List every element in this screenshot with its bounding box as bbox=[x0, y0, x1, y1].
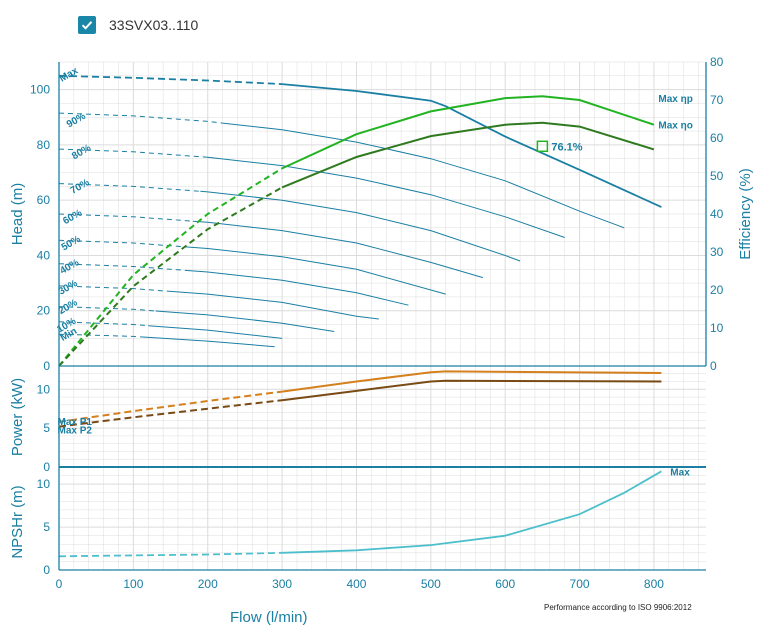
x-tick-label: 0 bbox=[56, 577, 63, 591]
head-curve-70-solid bbox=[200, 190, 521, 262]
speed-curve-label: 40% bbox=[58, 257, 81, 277]
efficiency-tick-label: 50 bbox=[710, 169, 724, 183]
npsh-tick-label: 10 bbox=[37, 477, 51, 491]
head-curve-max-dashed bbox=[58, 74, 283, 85]
x-tick-label: 100 bbox=[123, 577, 143, 591]
x-axis-title: Flow (l/min) bbox=[230, 609, 308, 626]
efficiency-tick-label: 70 bbox=[710, 93, 724, 107]
efficiency-tick-label: 0 bbox=[710, 359, 717, 373]
npsh-curve-solid bbox=[282, 470, 662, 554]
head-curve-10-solid bbox=[148, 325, 283, 339]
duty-point-marker bbox=[536, 140, 549, 153]
efficiency-tick-label: 40 bbox=[710, 207, 724, 221]
head-curve-min-dashed bbox=[58, 333, 141, 338]
head-curve-80-solid bbox=[207, 156, 565, 238]
speed-curve-label: 70% bbox=[69, 177, 92, 197]
x-tick-label: 600 bbox=[495, 577, 515, 591]
npsh-tick-label: 5 bbox=[43, 520, 50, 534]
efficiency-curve-maxp-solid bbox=[281, 95, 655, 170]
head-curve-min-solid bbox=[140, 336, 275, 348]
power-curve-label: Max P1 bbox=[58, 417, 93, 428]
head-tick-label: 20 bbox=[37, 304, 51, 318]
series-label: 33SVX03..110 bbox=[109, 17, 199, 33]
npsh-curve-dashed bbox=[58, 551, 283, 558]
power-curve-p1-dashed bbox=[58, 390, 283, 423]
head-tick-label: 80 bbox=[37, 138, 51, 152]
power-tick-label: 5 bbox=[43, 421, 50, 435]
npsh-tick-label: 0 bbox=[43, 563, 50, 577]
power-curve-p1-solid bbox=[281, 370, 662, 393]
efficiency-curve-maxp-dashed bbox=[58, 167, 283, 367]
head-tick-label: 0 bbox=[43, 359, 50, 373]
efficiency-axis-title: Efficiency (%) bbox=[737, 168, 754, 259]
x-tick-label: 800 bbox=[644, 577, 664, 591]
power-curve-p2-solid bbox=[281, 379, 662, 402]
head-tick-label: 40 bbox=[37, 248, 51, 262]
speed-curve-label: 60% bbox=[61, 208, 84, 228]
x-tick-label: 500 bbox=[421, 577, 441, 591]
head-curve-60-dashed bbox=[58, 213, 193, 222]
head-curve-10-dashed bbox=[58, 321, 149, 327]
efficiency-curve-maxo-dashed bbox=[58, 186, 283, 367]
head-axis-title: Head (m) bbox=[9, 183, 26, 246]
efficiency-curve-label: Max ηo bbox=[658, 121, 692, 132]
head-curve-30-solid bbox=[170, 290, 379, 320]
head-curve-max-solid bbox=[282, 83, 662, 208]
head-curve-40-dashed bbox=[58, 263, 186, 271]
power-tick-label: 10 bbox=[37, 382, 51, 396]
head-curve-60-solid bbox=[192, 220, 484, 279]
head-curve-90-dashed bbox=[58, 112, 223, 124]
head-curve-70-dashed bbox=[58, 183, 201, 192]
series-legend: 33SVX03..110 bbox=[78, 14, 198, 36]
head-curve-30-dashed bbox=[58, 285, 171, 292]
head-tick-label: 100 bbox=[30, 83, 50, 97]
efficiency-tick-label: 80 bbox=[710, 55, 724, 69]
x-tick-label: 400 bbox=[346, 577, 366, 591]
x-tick-label: 700 bbox=[570, 577, 590, 591]
efficiency-tick-label: 60 bbox=[710, 131, 724, 145]
efficiency-curve-maxo-solid bbox=[281, 121, 655, 189]
power-axis-title: Power (kW) bbox=[9, 378, 26, 456]
efficiency-tick-label: 10 bbox=[710, 321, 724, 335]
iso-footnote: Performance according to ISO 9906:2012 bbox=[544, 603, 692, 612]
speed-curve-label: Max bbox=[58, 65, 81, 84]
head-curve-40-solid bbox=[185, 269, 409, 306]
efficiency-tick-label: 20 bbox=[710, 283, 724, 297]
power-tick-label: 0 bbox=[43, 460, 50, 474]
power-curve-label: Max P2 bbox=[58, 426, 93, 437]
efficiency-tick-label: 30 bbox=[710, 245, 724, 259]
head-tick-label: 60 bbox=[37, 193, 51, 207]
speed-curve-label: 50% bbox=[60, 234, 83, 254]
check-icon bbox=[81, 21, 93, 30]
head-curve-20-dashed bbox=[58, 306, 156, 312]
head-curve-80-dashed bbox=[58, 148, 208, 158]
head-curve-90-solid bbox=[222, 122, 625, 229]
duty-point-label: 76.1% bbox=[551, 141, 582, 153]
speed-curve-label: 30% bbox=[57, 278, 80, 298]
npsh-axis-title: NPSHr (m) bbox=[9, 485, 26, 558]
speed-curve-label: 20% bbox=[57, 297, 80, 317]
x-tick-label: 200 bbox=[198, 577, 218, 591]
efficiency-curve-label: Max ηp bbox=[658, 94, 692, 105]
power-curve-p2-dashed bbox=[58, 399, 283, 428]
series-checkbox[interactable] bbox=[78, 16, 96, 34]
x-tick-label: 300 bbox=[272, 577, 292, 591]
npsh-curve-label: Max bbox=[670, 467, 690, 478]
head-curve-50-solid bbox=[185, 246, 446, 295]
speed-curve-label: 80% bbox=[70, 143, 93, 163]
head-curve-20-solid bbox=[155, 310, 335, 332]
